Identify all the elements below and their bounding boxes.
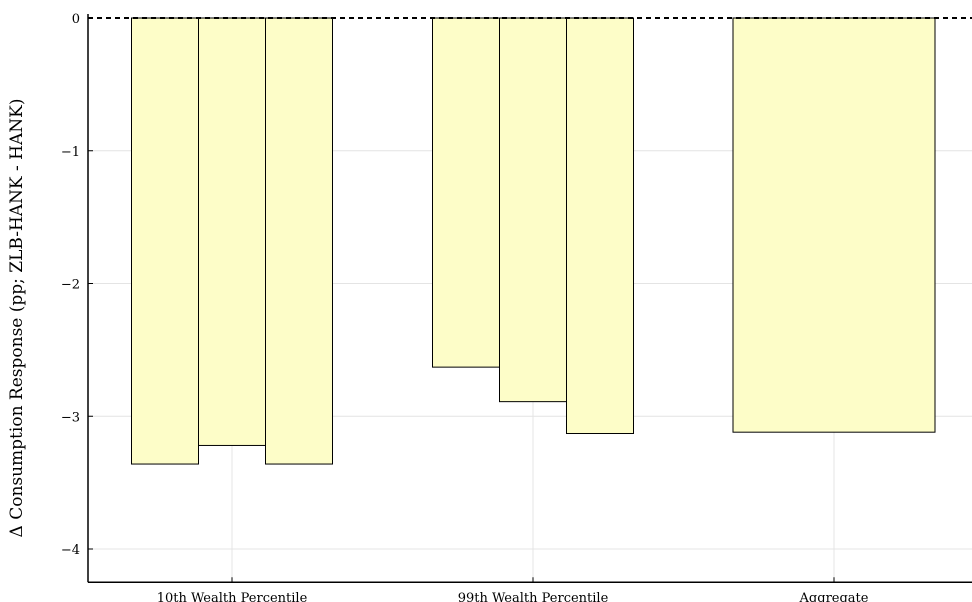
axis-layer: [87, 14, 972, 583]
bar: [432, 17, 500, 368]
y-tick-label: −2: [61, 278, 80, 293]
x-tick-labels: 10th Wealth Percentile 99th Wealth Percen…: [157, 591, 869, 602]
bar: [499, 17, 567, 403]
x-tick-label: Aggregate: [799, 591, 869, 602]
x-tick-label: 10th Wealth Percentile: [157, 591, 308, 602]
y-tick-label: −3: [61, 410, 80, 425]
bar: [198, 17, 266, 446]
y-axis-label: Δ Consumption Response (pp; ZLB-HANK - H…: [7, 99, 27, 538]
bar: [566, 17, 634, 435]
bars-layer: [131, 17, 936, 465]
bar: [732, 17, 936, 433]
bar: [265, 17, 333, 465]
x-tick-label: 99th Wealth Percentile: [458, 591, 609, 602]
y-tick-label: −1: [61, 145, 80, 160]
y-tick-label: −4: [61, 543, 80, 558]
y-tick-labels: 0 −1 −2 −3 −4: [61, 12, 80, 558]
y-tick-label: 0: [72, 12, 80, 27]
bar: [131, 17, 199, 465]
